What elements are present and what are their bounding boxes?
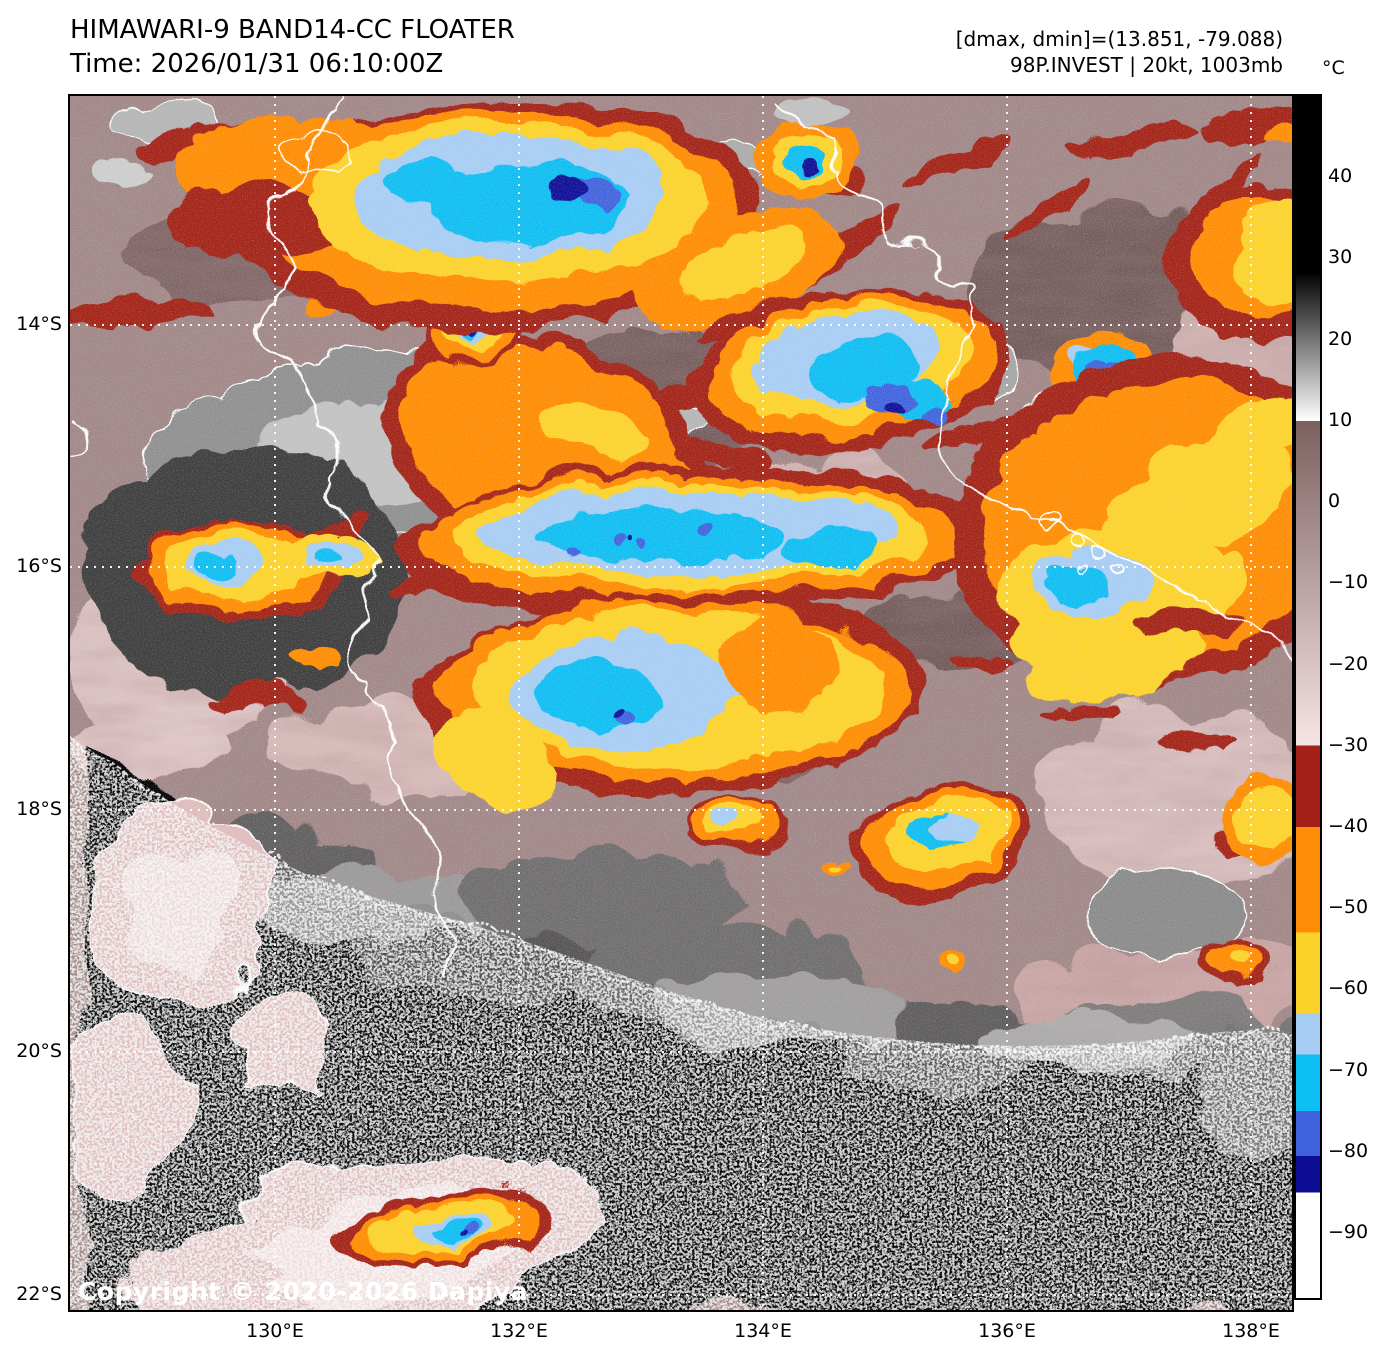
colorbar-tick-label: −80 [1328,1139,1369,1162]
lat-tick-label: 22°S [16,1283,62,1305]
colorbar-tick-label: −30 [1328,733,1369,756]
page-title: HIMAWARI-9 BAND14-CC FLOATER [70,15,515,45]
lon-tick-label: 136°E [978,1320,1036,1342]
colorbar-tick-label: 20 [1328,327,1353,350]
lat-tick-label: 18°S [16,798,62,820]
colorbar-tick-label: −90 [1328,1221,1369,1244]
lon-tick-label: 134°E [734,1320,792,1342]
lon-tick-label: 132°E [490,1320,548,1342]
image-timestamp: Time: 2026/01/31 06:10:00Z [70,49,444,79]
colorbar-tick-label: 30 [1328,246,1353,269]
colorbar-tick-label: 0 [1328,490,1341,513]
satellite-image [70,96,1292,1310]
colorbar-tick-label: −60 [1328,977,1369,1000]
colorbar-unit-label: °C [1322,57,1345,79]
colorbar [1294,94,1322,1300]
map-frame [68,94,1294,1312]
colorbar-tick-label: −70 [1328,1058,1369,1081]
colorbar-tick-label: −40 [1328,814,1369,837]
colorbar-tick-label: 10 [1328,408,1353,431]
copyright-watermark: Copyright © 2020-2026 Dapiya [78,1277,529,1306]
dmax-dmin-readout: [dmax, dmin]=(13.851, -79.088) [955,27,1283,51]
storm-info: 98P.INVEST | 20kt, 1003mb [1010,53,1283,77]
lat-tick-label: 14°S [16,313,62,335]
colorbar-gradient [1296,96,1320,1298]
image-grain [70,96,1292,1310]
lon-tick-label: 138°E [1222,1320,1280,1342]
lat-tick-label: 16°S [16,555,62,577]
lon-tick-label: 130°E [246,1320,304,1342]
colorbar-tick-label: −20 [1328,652,1369,675]
lat-tick-label: 20°S [16,1040,62,1062]
colorbar-tick-label: −50 [1328,896,1369,919]
colorbar-tick-label: 40 [1328,165,1353,188]
colorbar-tick-label: −10 [1328,571,1369,594]
